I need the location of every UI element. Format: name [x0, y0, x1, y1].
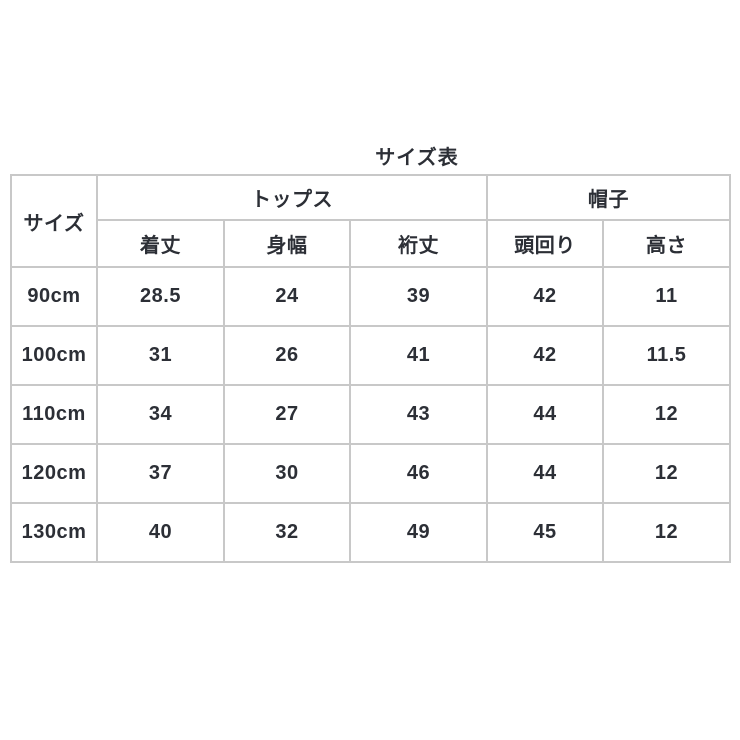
- header-cell-head-circumference: 頭回り: [486, 219, 604, 268]
- cell-body-length: 37: [96, 443, 225, 504]
- header-row-measures: 着丈 身幅 裄丈 頭回り 高さ: [11, 219, 731, 268]
- row-label-size: 90cm: [10, 266, 98, 327]
- cell-body-length: 28.5: [96, 266, 225, 327]
- header-cell-tops-group: トップス: [96, 174, 488, 221]
- cell-body-width: 26: [223, 325, 351, 386]
- table-row-120cm: 120cm 37 30 46 44 12: [10, 443, 731, 504]
- cell-body-width: 27: [223, 384, 351, 445]
- cell-sleeve-length: 43: [349, 384, 488, 445]
- cell-sleeve-length: 39: [349, 266, 488, 327]
- row-label-size: 110cm: [10, 384, 98, 445]
- header-cell-hat-group: 帽子: [486, 174, 731, 221]
- row-label-size: 130cm: [10, 502, 98, 563]
- row-label-size: 100cm: [10, 325, 98, 386]
- size-chart-title: サイズ表: [375, 147, 459, 169]
- cell-head-circumference: 44: [486, 443, 604, 504]
- cell-head-circumference: 45: [486, 502, 604, 563]
- header-cell-body-length: 着丈: [96, 219, 225, 268]
- cell-body-width: 32: [223, 502, 351, 563]
- cell-head-circumference: 44: [486, 384, 604, 445]
- cell-head-circumference: 42: [486, 325, 604, 386]
- row-label-size: 120cm: [10, 443, 98, 504]
- header-cell-body-width: 身幅: [223, 219, 351, 268]
- cell-height: 12: [602, 384, 731, 445]
- cell-height: 12: [602, 443, 731, 504]
- cell-height: 11: [602, 266, 731, 327]
- cell-sleeve-length: 41: [349, 325, 488, 386]
- table-row-100cm: 100cm 31 26 41 42 11.5: [10, 325, 731, 386]
- header-cell-size: サイズ: [10, 174, 98, 268]
- cell-head-circumference: 42: [486, 266, 604, 327]
- cell-height: 11.5: [602, 325, 731, 386]
- table-row-90cm: 90cm 28.5 24 39 42 11: [10, 266, 731, 327]
- size-chart-table: サイズ トップス 帽子 着丈 身幅 裄丈 頭回り 高さ 90cm 28.5 24…: [10, 174, 731, 563]
- header-cell-sleeve-length: 裄丈: [349, 219, 488, 268]
- cell-body-length: 34: [96, 384, 225, 445]
- table-row-110cm: 110cm 34 27 43 44 12: [10, 384, 731, 445]
- cell-body-length: 31: [96, 325, 225, 386]
- cell-sleeve-length: 49: [349, 502, 488, 563]
- cell-height: 12: [602, 502, 731, 563]
- cell-body-width: 24: [223, 266, 351, 327]
- header-row-groups: サイズ トップス 帽子: [10, 174, 731, 268]
- header-cell-height: 高さ: [602, 219, 731, 268]
- cell-sleeve-length: 46: [349, 443, 488, 504]
- cell-body-length: 40: [96, 502, 225, 563]
- cell-body-width: 30: [223, 443, 351, 504]
- table-row-130cm: 130cm 40 32 49 45 12: [10, 502, 731, 563]
